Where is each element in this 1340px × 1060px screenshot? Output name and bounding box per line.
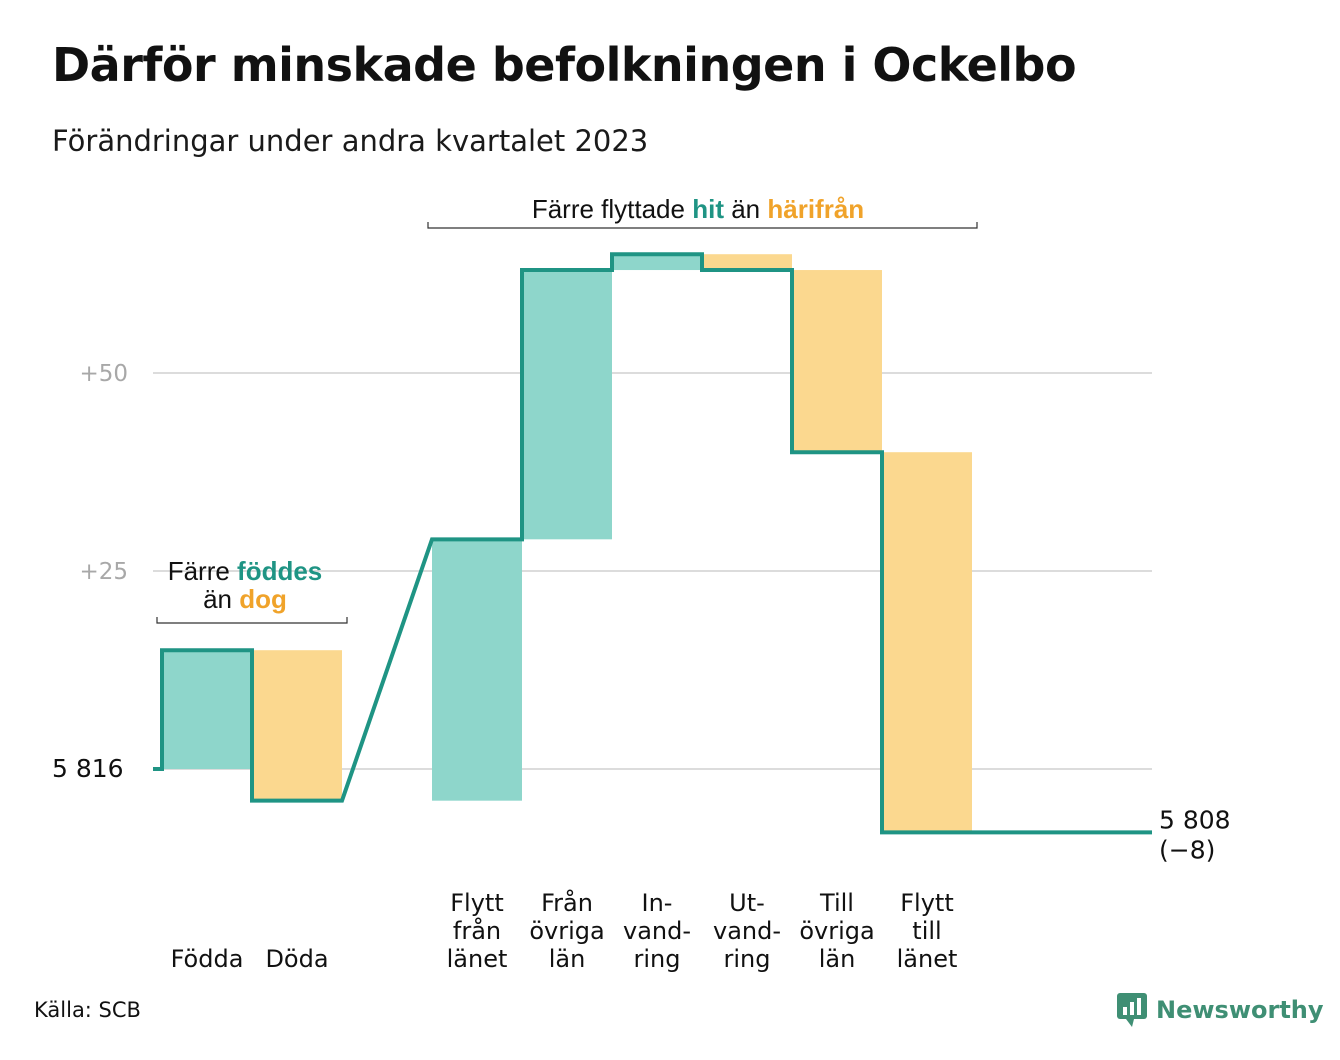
chart-title: Därför minskade befolkningen i Ockelbo xyxy=(52,38,1077,92)
y-tick-label: +25 xyxy=(79,559,128,585)
category-label: Flytt xyxy=(900,889,954,917)
category-label: ring xyxy=(724,945,771,973)
category-label: län xyxy=(819,945,856,973)
waterfall-bar xyxy=(522,270,612,540)
source-note: Källa: SCB xyxy=(34,998,141,1022)
category-label: från xyxy=(453,916,501,945)
category-label: övriga xyxy=(529,917,604,945)
category-label: vand- xyxy=(713,917,781,945)
category-label: övriga xyxy=(799,917,874,945)
waterfall-bar xyxy=(432,539,522,801)
category-label: ring xyxy=(634,945,681,973)
category-label: Döda xyxy=(265,945,328,973)
annotation-births-bracket xyxy=(156,617,348,624)
annotation-moves-text: Färre flyttade hit än härifrån xyxy=(532,194,864,224)
category-label: Till xyxy=(819,889,854,917)
category-label: länet xyxy=(447,945,508,973)
annotation-births-line1: Färre föddes xyxy=(168,556,323,586)
category-label: In- xyxy=(642,889,673,917)
waterfall-bar xyxy=(162,650,252,769)
chart-subtitle: Förändringar under andra kvartalet 2023 xyxy=(52,124,649,158)
category-label: vand- xyxy=(623,917,691,945)
category-label: Flytt xyxy=(450,889,504,917)
annotation-moves-bracket xyxy=(427,222,978,229)
waterfall-bar xyxy=(252,650,342,801)
start-value-label: 5 816 xyxy=(52,754,124,783)
end-value-label: 5 808 xyxy=(1159,805,1231,834)
brand-name: Newsworthy xyxy=(1156,996,1324,1024)
category-label: län xyxy=(549,945,586,973)
category-label: länet xyxy=(897,945,958,973)
waterfall-bar xyxy=(612,254,702,271)
waterfall-bar xyxy=(882,452,972,833)
annotation-births-line2: än dog xyxy=(203,584,287,614)
category-label: Födda xyxy=(171,945,244,973)
waterfall-bar xyxy=(702,254,792,271)
category-label: Ut- xyxy=(729,889,765,917)
category-label: Från xyxy=(541,888,593,917)
cumulative-step-line xyxy=(153,252,1152,835)
waterfall-bar xyxy=(792,270,882,453)
category-label: till xyxy=(912,917,941,945)
y-tick-label: +50 xyxy=(79,361,128,387)
brand-logo: Newsworthy xyxy=(1116,992,1324,1028)
newsworthy-logo-icon xyxy=(1117,993,1147,1027)
end-change-label: (−8) xyxy=(1159,835,1215,864)
